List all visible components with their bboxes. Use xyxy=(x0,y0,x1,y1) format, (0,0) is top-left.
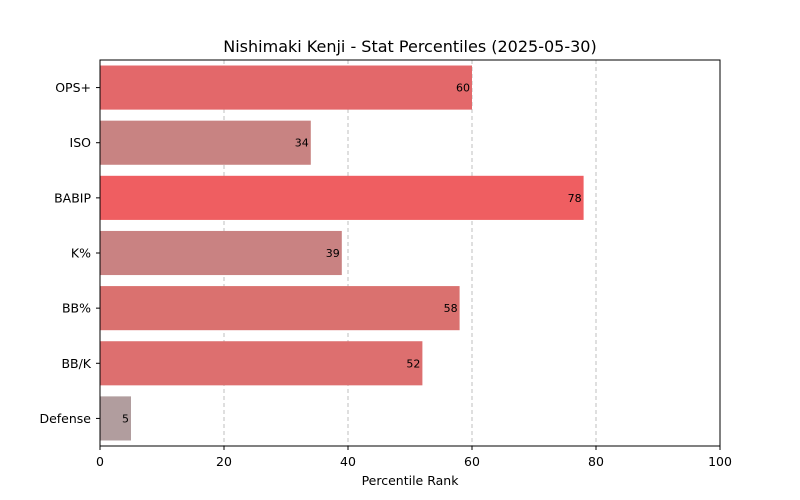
y-tick-label: OPS+ xyxy=(55,80,91,95)
y-tick-label: BB/K xyxy=(61,356,91,371)
value-labels: 60 34 78 39 58 52 5 xyxy=(122,82,582,426)
x-tick-label: 0 xyxy=(96,454,104,469)
x-tick-label: 100 xyxy=(708,454,732,469)
bar-bb- xyxy=(100,286,460,331)
value-label: 60 xyxy=(456,82,470,95)
bar-iso xyxy=(100,120,311,165)
value-label: 39 xyxy=(326,247,340,260)
y-tick-label: BABIP xyxy=(54,190,91,205)
x-axis-label: Percentile Rank xyxy=(362,473,460,488)
value-label: 34 xyxy=(295,137,309,150)
y-tick-label: Defense xyxy=(39,411,91,426)
bars xyxy=(100,65,584,441)
bar-k- xyxy=(100,230,342,276)
y-tick-label: ISO xyxy=(70,135,92,150)
x-tick-label: 60 xyxy=(464,454,480,469)
x-tick-label: 80 xyxy=(588,454,604,469)
value-label: 5 xyxy=(122,412,129,425)
y-tick-label: K% xyxy=(71,246,91,261)
value-label: 58 xyxy=(444,302,458,315)
y-axis: OPS+ ISO BABIP K% BB% BB/K Defense xyxy=(39,80,100,426)
value-label: 78 xyxy=(568,192,582,205)
x-tick-label: 20 xyxy=(216,454,232,469)
x-tick-label: 40 xyxy=(340,454,356,469)
x-axis: 0 20 40 60 80 100 xyxy=(96,446,732,469)
bar-babip xyxy=(100,175,584,220)
bar-ops- xyxy=(100,65,472,110)
bar-defense xyxy=(100,396,131,441)
y-tick-label: BB% xyxy=(62,301,91,316)
bar-bb-k xyxy=(100,341,423,386)
chart-title: Nishimaki Kenji - Stat Percentiles (2025… xyxy=(223,37,596,56)
value-label: 52 xyxy=(406,357,420,370)
